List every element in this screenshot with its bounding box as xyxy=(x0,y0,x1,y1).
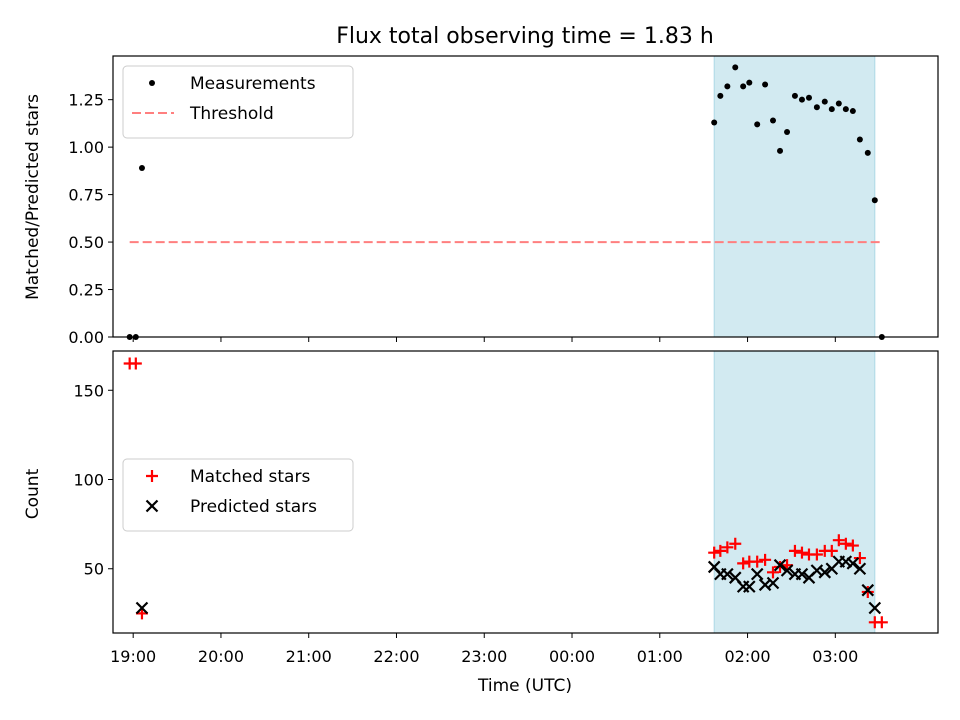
x-tick-label: 22:00 xyxy=(373,647,419,666)
top-panel-y-tick-label: 0.00 xyxy=(68,328,104,347)
measurements-point xyxy=(754,121,761,128)
legend-marker-measurements xyxy=(149,80,155,86)
x-axis-label: Time (UTC) xyxy=(477,676,572,696)
measurements-point xyxy=(835,100,842,107)
x-tick-label: 21:00 xyxy=(286,647,332,666)
legend-label-measurements: Measurements xyxy=(190,74,316,94)
legend-marker-matched-stars xyxy=(146,470,158,482)
x-tick-label: 00:00 xyxy=(549,647,595,666)
x-tick-label: 20:00 xyxy=(198,647,244,666)
matched-stars-point xyxy=(714,544,727,557)
measurements-point xyxy=(746,79,753,86)
measurements-point xyxy=(871,197,878,204)
measurements-point xyxy=(711,119,718,126)
bottom-panel-frame xyxy=(112,350,939,634)
measurements-point xyxy=(805,94,812,101)
chart-title: Flux total observing time = 1.83 h xyxy=(336,24,714,49)
legend-marker-predicted-stars xyxy=(145,499,159,513)
bottom-panel-highlight-span xyxy=(713,350,876,634)
matched-stars-point xyxy=(788,544,801,557)
predicted-stars-point xyxy=(773,558,787,572)
matched-stars-point xyxy=(810,548,823,561)
predicted-stars-point xyxy=(853,562,867,576)
measurements-point xyxy=(732,64,739,71)
matched-stars-point xyxy=(751,555,764,568)
x-tick-label: 19:00 xyxy=(110,647,156,666)
measurements-point xyxy=(821,98,828,105)
top-panel-highlight-span xyxy=(713,55,876,338)
matched-stars-point xyxy=(129,357,142,370)
top-panel-frame xyxy=(112,55,939,338)
predicted-stars-point xyxy=(868,601,882,615)
legend-box xyxy=(122,458,354,532)
matched-stars-point xyxy=(853,552,866,565)
measurements-point xyxy=(762,81,769,88)
measurements-point xyxy=(798,96,805,103)
measurements-point xyxy=(724,83,731,90)
legend-label-matched-stars: Matched stars xyxy=(190,467,310,487)
legend-box xyxy=(122,65,354,139)
top-panel-y-tick-label: 0.75 xyxy=(68,186,104,205)
bottom-panel-y-tick-label: 50 xyxy=(84,560,104,579)
bottom-panel-legend: Matched stars Predicted stars xyxy=(122,458,354,532)
matched-stars-point xyxy=(759,553,772,566)
legend-label-predicted-stars: Predicted stars xyxy=(190,497,317,517)
predicted-stars-point xyxy=(818,566,832,579)
matched-stars-point xyxy=(795,546,808,559)
predicted-stars-point xyxy=(750,567,764,581)
top-panel-y-tick-label: 1.25 xyxy=(68,91,104,110)
top-panel-y-tick-label: 1.00 xyxy=(68,138,104,157)
x-tick-label: 01:00 xyxy=(637,647,683,666)
predicted-stars-point xyxy=(743,580,756,593)
legend-label-threshold: Threshold xyxy=(189,104,274,124)
top-panel-y-tick-label: 0.25 xyxy=(68,281,104,300)
bottom-panel-y-tick-label: 100 xyxy=(73,471,104,490)
matched-stars-point xyxy=(708,546,721,559)
matched-stars-point xyxy=(737,557,750,570)
matched-stars-point xyxy=(839,537,852,550)
measurements-point xyxy=(138,165,145,172)
matched-stars-point xyxy=(846,539,859,552)
matched-stars-point xyxy=(832,534,845,547)
matched-stars-point xyxy=(825,544,838,557)
measurements-point xyxy=(784,128,791,135)
predicted-stars-point xyxy=(766,576,780,590)
measurements-point xyxy=(777,147,784,154)
predicted-stars-point xyxy=(861,583,875,597)
predicted-stars-point xyxy=(780,564,794,577)
top-panel-legend: Measurements Threshold xyxy=(122,65,354,139)
top-y-axis-label: Matched/Predicted stars xyxy=(23,94,43,300)
x-tick-label: 03:00 xyxy=(812,647,858,666)
predicted-stars-point xyxy=(846,557,860,570)
measurements-point xyxy=(717,92,724,99)
measurements-point xyxy=(740,83,747,90)
measurements-point xyxy=(849,108,856,115)
measurements-point xyxy=(842,106,849,113)
bottom-y-axis-label: Count xyxy=(23,468,43,519)
measurements-point xyxy=(864,149,871,156)
top-panel-y-tick-label: 0.50 xyxy=(68,233,104,252)
predicted-stars-point xyxy=(795,567,809,581)
predicted-stars-point xyxy=(721,567,734,581)
measurements-point xyxy=(770,117,776,124)
measurements-point xyxy=(828,106,835,113)
matched-stars-point xyxy=(721,541,734,554)
matched-stars-point xyxy=(861,585,874,598)
measurements-point xyxy=(791,92,798,99)
matched-stars-point xyxy=(875,616,888,629)
matched-stars-point xyxy=(729,537,742,550)
measurements-point xyxy=(856,136,863,143)
x-tick-label: 02:00 xyxy=(724,647,770,666)
matched-stars-point xyxy=(767,566,779,579)
bottom-panel-y-tick-label: 150 xyxy=(73,381,104,400)
x-tick-label: 23:00 xyxy=(461,647,507,666)
measurements-point xyxy=(813,104,820,111)
predicted-stars-point xyxy=(135,601,149,615)
